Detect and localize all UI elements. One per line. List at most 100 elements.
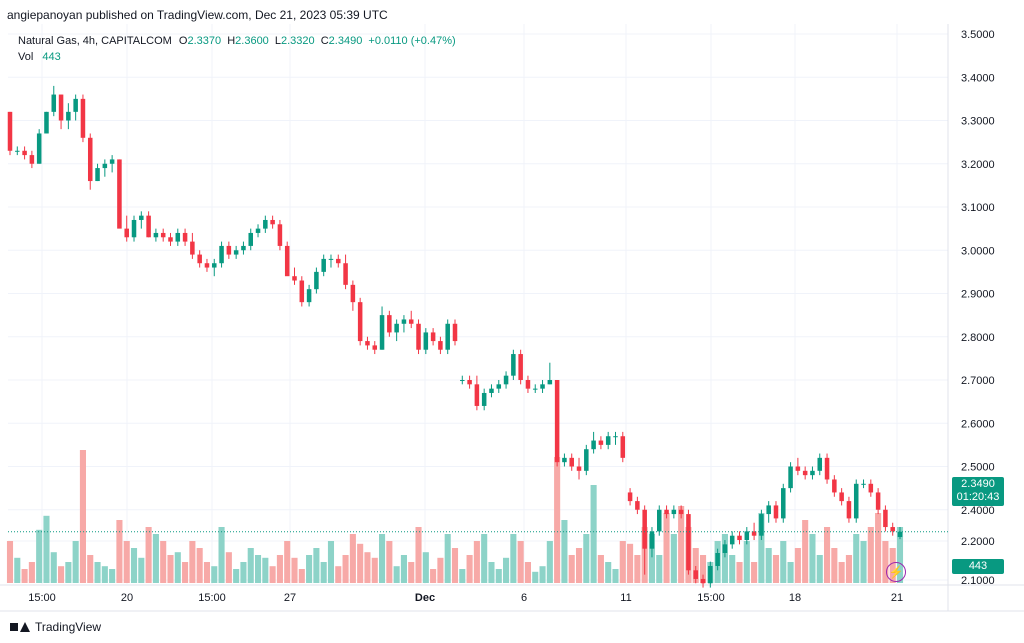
volume-bar (831, 548, 838, 583)
candle-body (270, 219, 275, 225)
chart-legend-volume: Vol 443 (18, 51, 61, 63)
volume-bar (145, 527, 152, 583)
candle-body (781, 488, 786, 519)
candle-body (627, 492, 633, 502)
volume-bar (342, 555, 349, 583)
candle-body (598, 440, 604, 445)
y-tick-label: 3.3000 (961, 116, 995, 128)
candle-body (883, 509, 888, 528)
volume-bar (729, 555, 736, 583)
volume-bar (721, 534, 728, 583)
volume-bar (488, 562, 495, 583)
volume-bar (575, 548, 583, 583)
y-tick-label: 2.5000 (961, 462, 995, 474)
y-tick-label: 3.4000 (961, 72, 995, 84)
volume-bar (619, 541, 626, 583)
volume-bar (349, 534, 356, 583)
volume-bar (751, 562, 758, 583)
candle-body (350, 284, 356, 303)
volume-bar (532, 571, 539, 583)
chart-legend-ohlc: Natural Gas, 4h, CAPITALCOM O2.3370 H2.3… (18, 35, 456, 47)
tradingview-brand[interactable]: TradingView (10, 620, 101, 634)
volume-bar (94, 562, 101, 583)
volume-bar (364, 552, 371, 583)
volume-bar (262, 557, 269, 583)
flash-icon[interactable]: ⚡ (886, 562, 906, 582)
volume-bar (809, 534, 816, 583)
candle-body (649, 531, 655, 549)
y-tick-label: 3.2000 (961, 159, 995, 171)
candle-body (336, 258, 341, 264)
volume-bar (422, 552, 429, 583)
volume-bar (663, 513, 670, 583)
candle-body (15, 150, 20, 152)
volume-bar (327, 541, 335, 583)
volume-bar (612, 569, 619, 583)
candle-body (387, 315, 392, 333)
candle-body (547, 380, 553, 385)
bar-countdown: 01:20:43 (956, 491, 1000, 503)
volume-bar (816, 555, 823, 583)
volume-bar (860, 541, 867, 583)
candle-body (248, 232, 253, 246)
volume-bar (568, 555, 575, 583)
volume-bar (87, 555, 94, 583)
candle-body (613, 436, 618, 438)
tradingview-logo-icon (10, 621, 30, 633)
legend-vol-label[interactable]: Vol (18, 51, 34, 63)
candle-body (168, 237, 173, 242)
legend-close-label: C (320, 35, 329, 47)
volume-bar (196, 548, 203, 583)
last-price-tag: 2.3490 01:20:43 (952, 477, 1004, 506)
y-tick-label: 2.8000 (961, 332, 995, 344)
volume-bar (167, 555, 174, 583)
legend-symbol[interactable]: Natural Gas, 4h, CAPITALCOM (18, 35, 172, 47)
volume-bar (451, 548, 459, 583)
candle-body (795, 466, 801, 471)
candle-body (160, 232, 166, 238)
volume-bar (218, 527, 225, 583)
volume-bar (473, 541, 480, 583)
volume-bar (481, 534, 488, 583)
volume-bar (233, 569, 240, 583)
candle-body (788, 466, 793, 489)
candle-body (146, 215, 151, 238)
y-tick-label: 2.6000 (961, 418, 995, 430)
legend-change: +0.0110 (+0.47%) (368, 35, 456, 47)
candle-body (182, 232, 188, 242)
volume-bar (415, 527, 422, 583)
candle-body (737, 535, 742, 541)
volume-bar (437, 557, 444, 583)
volume-bar (306, 555, 313, 583)
candle-body (846, 501, 852, 519)
volume-bar (772, 555, 780, 583)
candle-body (51, 94, 57, 112)
x-tick-label: 27 (284, 592, 296, 604)
volume-bar (554, 457, 561, 583)
x-tick-label: 15:00 (697, 592, 725, 604)
volume-bar (393, 566, 400, 583)
candle-body (664, 509, 669, 515)
volume-bar (583, 534, 590, 583)
y-tick-label: 3.1000 (961, 202, 995, 214)
volume-bar (21, 569, 28, 583)
volume-bar (379, 534, 386, 583)
candle-body (897, 531, 903, 537)
volume-bar (590, 485, 597, 583)
y-tick-label: 2.2000 (961, 536, 995, 548)
volume-bar (291, 557, 298, 583)
candle-body (532, 388, 538, 390)
candle-body (868, 483, 874, 493)
volume-bar (116, 520, 123, 583)
candle-body (29, 155, 35, 164)
volume-bar (459, 569, 466, 583)
candle-body (496, 384, 502, 389)
volume-bar (400, 555, 407, 583)
candle-body (489, 388, 494, 393)
candle-body (204, 263, 210, 268)
volume-bar (225, 552, 232, 583)
volume-bar (430, 569, 437, 583)
candle-body (824, 457, 830, 480)
volume-bar (875, 513, 882, 583)
